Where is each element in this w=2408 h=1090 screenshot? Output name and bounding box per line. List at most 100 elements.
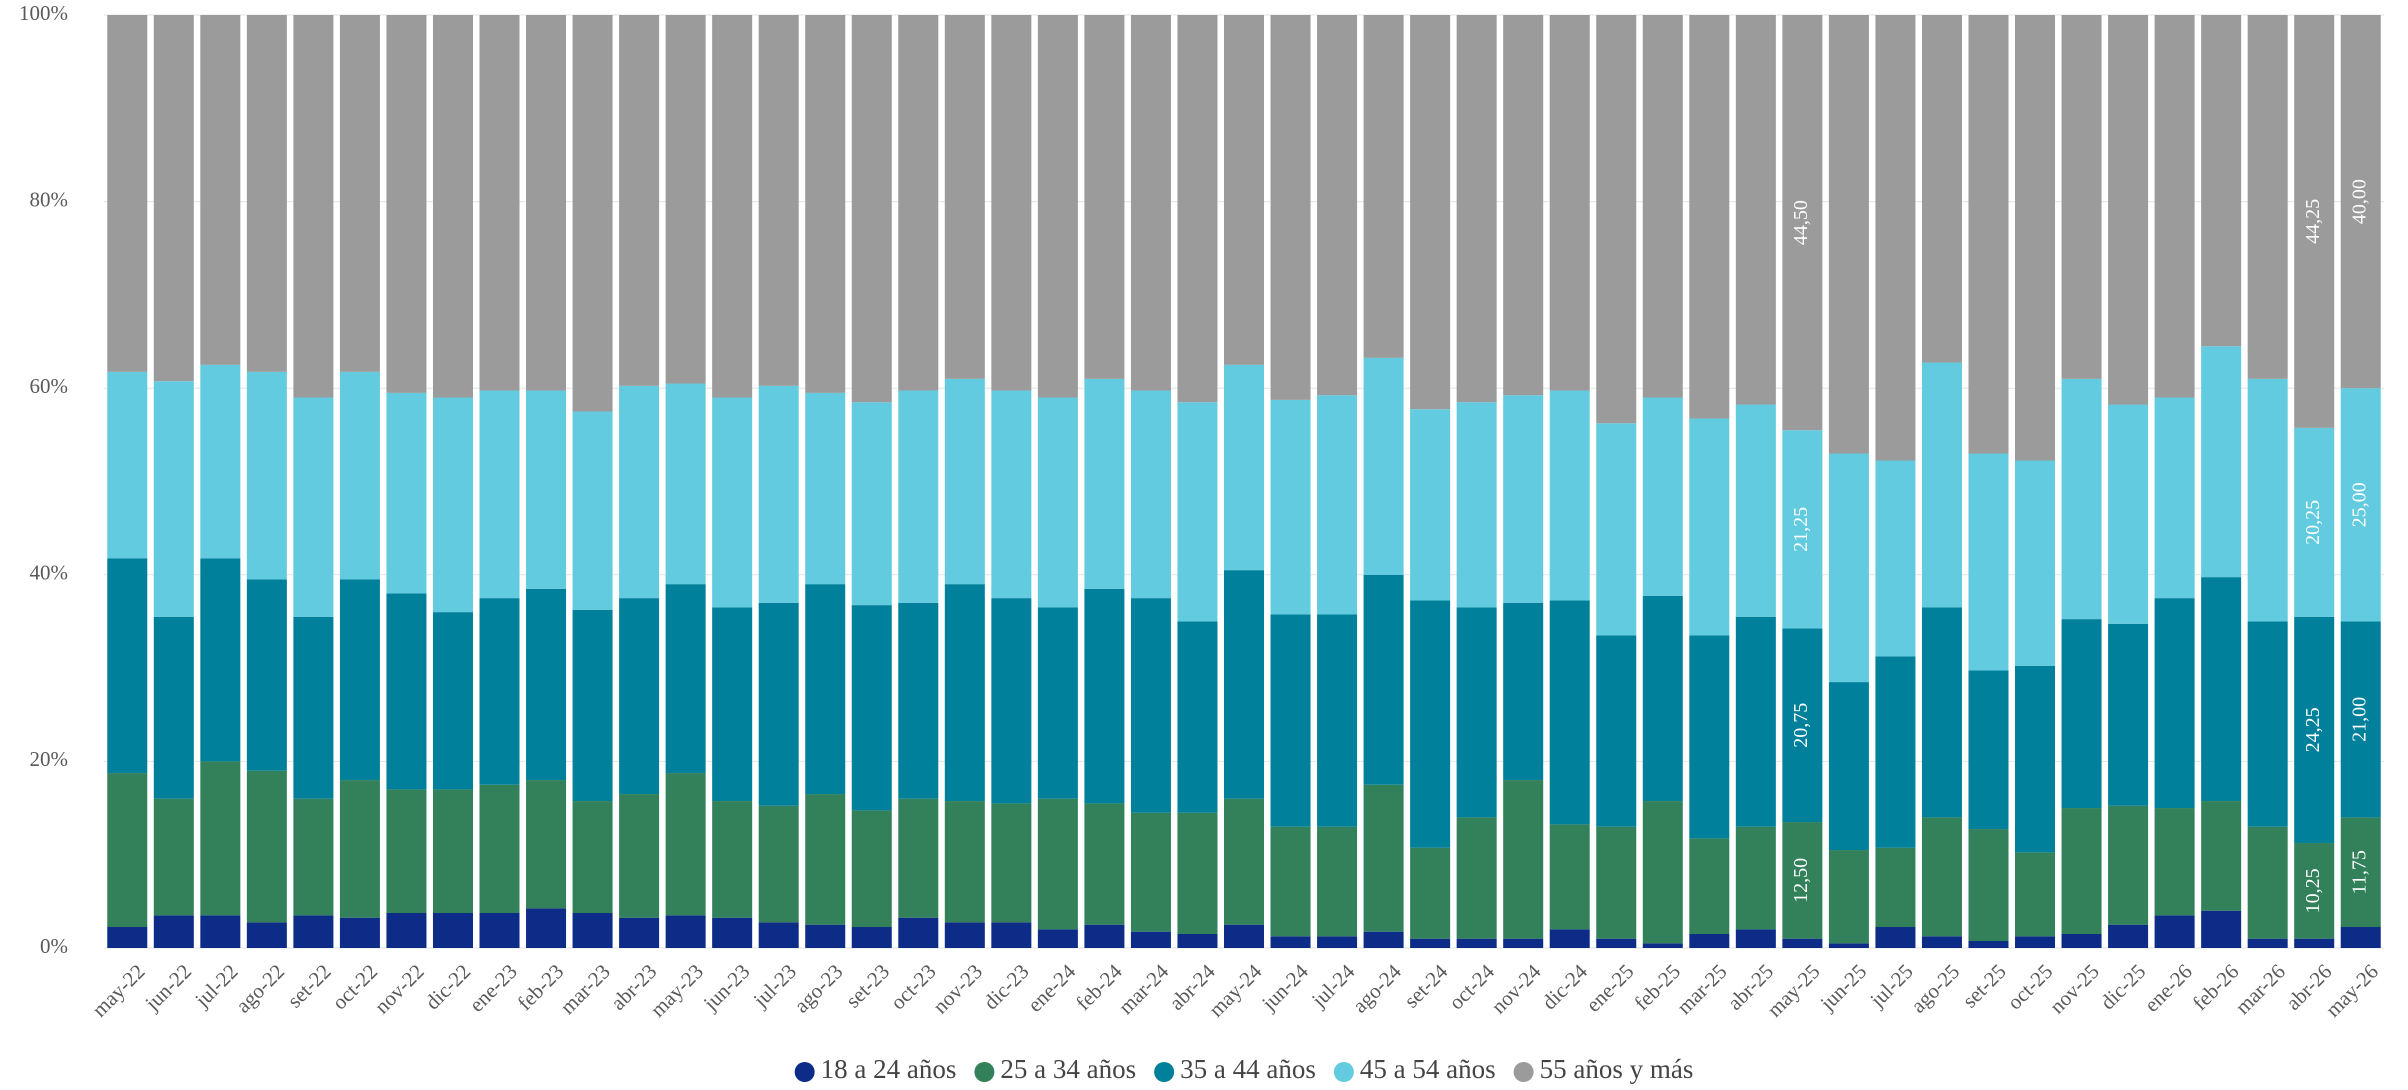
bar-segment <box>758 922 799 948</box>
x-tick-label: ago-25 <box>1906 959 1964 1017</box>
x-tick-label: mar-25 <box>1672 959 1732 1019</box>
bar-segment <box>1503 395 1544 603</box>
bar-segment <box>200 761 241 916</box>
bar-segment <box>1782 628 1823 823</box>
bar-segment <box>1084 378 1125 589</box>
bar-segment <box>1782 430 1823 629</box>
bar-segment <box>2201 577 2242 802</box>
x-tick-label: nov-23 <box>928 959 987 1018</box>
bar-segment <box>1689 635 1730 839</box>
bar-segment <box>2247 621 2288 827</box>
bar-segment <box>1782 938 1823 948</box>
bar-segment <box>2247 15 2288 379</box>
data-label: 10,25 <box>2302 868 2324 913</box>
bar-segment <box>107 773 148 928</box>
bar-segment <box>1689 838 1730 935</box>
legend-label: 55 años y más <box>1540 1054 1694 1084</box>
legend-label: 18 a 24 años <box>821 1054 957 1084</box>
bar-segment <box>1875 847 1916 928</box>
bar-segment <box>246 922 287 948</box>
data-label: 21,00 <box>2348 697 2370 742</box>
bar-segment <box>1503 780 1544 939</box>
bar-segment <box>1689 418 1730 636</box>
data-label: 44,50 <box>1790 200 1812 245</box>
bar-segment <box>1317 395 1358 615</box>
bar-segment <box>1223 15 1265 365</box>
bar-segment <box>339 15 380 372</box>
bar-segment <box>712 607 753 802</box>
bar-segment <box>1223 798 1265 925</box>
bar-segment <box>1503 15 1544 396</box>
bar-segment <box>1037 929 1078 948</box>
legend-marker <box>974 1062 995 1082</box>
bar-segment <box>2247 938 2288 948</box>
data-label: 44,25 <box>2302 199 2324 244</box>
data-label: 20,25 <box>2302 500 2324 545</box>
bar-segment <box>851 605 892 811</box>
bar-segment <box>1270 614 1311 827</box>
bar-segment <box>2015 15 2056 461</box>
bar-segment <box>665 383 706 585</box>
bar-segment <box>805 794 846 925</box>
bar-segment <box>572 913 613 948</box>
bar-segment <box>246 371 287 580</box>
bar-segment <box>293 15 334 398</box>
bar-segment <box>526 780 567 909</box>
bar-segment <box>1363 931 1404 948</box>
data-label: 12,50 <box>1790 858 1812 903</box>
x-tick-label: nov-25 <box>2045 959 2104 1018</box>
bar-segment <box>2201 346 2242 578</box>
bar-segment <box>1596 826 1637 939</box>
bar-segment <box>2108 404 2149 624</box>
bar-segment <box>2061 378 2102 620</box>
x-tick-label: mar-26 <box>2230 959 2290 1019</box>
bar-segment <box>1317 614 1358 827</box>
legend-label: 25 a 34 años <box>1000 1054 1136 1084</box>
bar-segment <box>712 917 753 948</box>
x-tick-label: ago-23 <box>789 959 847 1017</box>
bar-segment <box>1037 607 1078 799</box>
bar-segment <box>572 801 613 914</box>
bar-segment <box>2108 805 2149 925</box>
bar-segment <box>339 780 380 918</box>
bar-segment <box>1410 409 1451 601</box>
bar-segment <box>1223 364 1265 571</box>
bar-segment <box>1363 574 1404 785</box>
x-tick-label: mar-24 <box>1114 959 1174 1019</box>
bar-segment <box>1921 15 1962 363</box>
bar-segment <box>1549 600 1590 825</box>
bar-segment <box>200 558 241 762</box>
bar-segment <box>526 588 567 781</box>
bar-segment <box>339 917 380 948</box>
bar-segment <box>1363 15 1404 358</box>
bar-segment <box>805 15 846 393</box>
bar-segment <box>991 803 1032 923</box>
bar-segment <box>1130 390 1171 599</box>
bar-segment <box>526 15 567 391</box>
data-label: 20,75 <box>1790 703 1812 748</box>
bar-segment <box>944 922 985 948</box>
bar-segment <box>2340 15 2381 389</box>
x-tick-label: jun-22 <box>140 959 196 1015</box>
x-tick-label: ene-25 <box>1581 959 1638 1016</box>
bar-segment <box>1596 15 1637 424</box>
bar-segment <box>432 913 473 948</box>
x-tick-label: set-25 <box>1958 959 2011 1012</box>
bar-segment <box>1735 826 1776 930</box>
bar-segment <box>1177 402 1218 622</box>
y-tick-label: 20% <box>30 747 69 771</box>
data-label: 40,00 <box>2348 179 2370 224</box>
bar-segment <box>107 558 148 774</box>
bar-segment <box>758 602 799 806</box>
bar-segment <box>2015 852 2056 937</box>
bar-segment <box>944 584 985 802</box>
bar-segment <box>758 15 799 386</box>
y-tick-label: 60% <box>30 374 69 398</box>
bar-segment <box>1735 15 1776 405</box>
bar-segment <box>1177 934 1218 948</box>
bar-segment <box>1921 607 1962 818</box>
bar-segment <box>2154 397 2195 599</box>
bar-segment <box>2340 817 2381 928</box>
bar-segment <box>107 927 148 948</box>
bar-segment <box>1130 931 1171 948</box>
